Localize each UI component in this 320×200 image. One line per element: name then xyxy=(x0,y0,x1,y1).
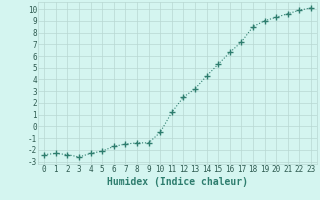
X-axis label: Humidex (Indice chaleur): Humidex (Indice chaleur) xyxy=(107,177,248,187)
